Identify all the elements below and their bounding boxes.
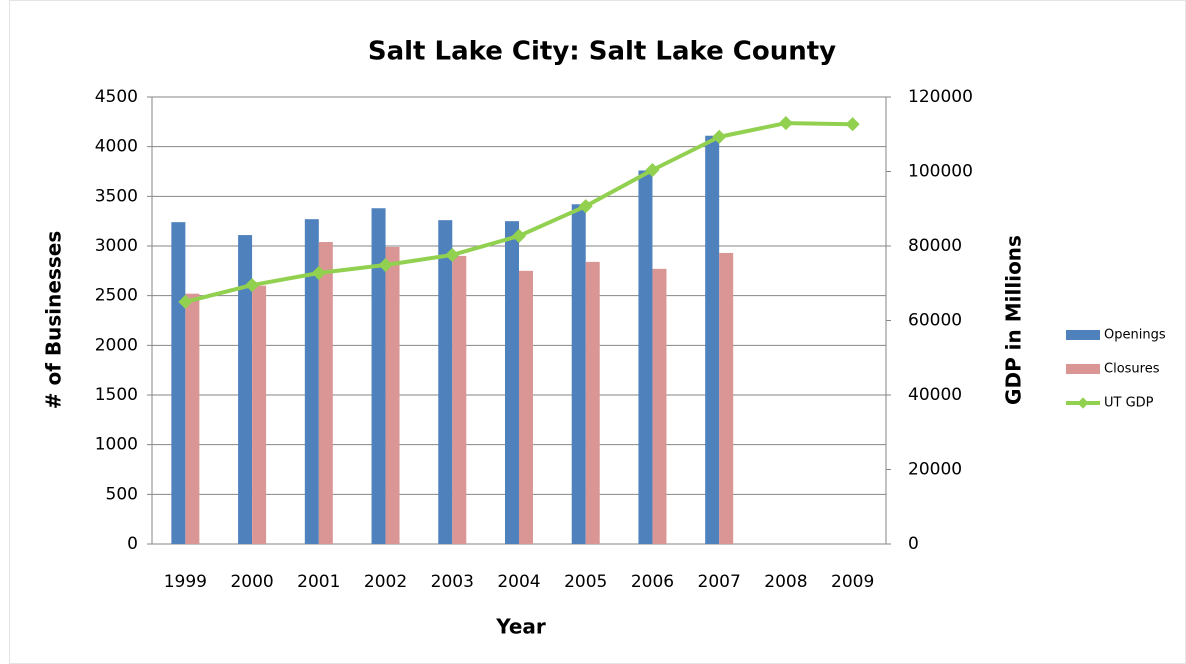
x-axis-label: Year	[495, 615, 546, 639]
bar	[438, 220, 453, 544]
y2-tick-label: 120000	[908, 87, 973, 107]
legend-label: Closures	[1104, 362, 1160, 377]
bar	[318, 242, 333, 544]
line-marker	[178, 294, 193, 309]
bar	[185, 293, 200, 544]
y-tick-label: 3000	[95, 236, 138, 256]
y2-tick-label: 40000	[908, 385, 962, 405]
y-tick-label: 1000	[95, 435, 138, 455]
x-tick-label: 2009	[831, 572, 874, 592]
line-marker	[311, 265, 326, 281]
line-marker	[378, 257, 393, 273]
y2-tick-label: 100000	[908, 162, 973, 182]
legend-swatch	[1066, 364, 1100, 374]
y-tick-label: 4000	[95, 137, 138, 157]
line-marker	[845, 117, 860, 132]
x-tick-label: 2001	[297, 572, 340, 592]
bar	[452, 255, 467, 544]
bar	[238, 235, 253, 544]
line-marker	[245, 278, 260, 293]
bar	[252, 285, 267, 544]
line-marker	[511, 228, 527, 244]
legend-swatch	[1066, 330, 1100, 340]
legend-label: UT GDP	[1104, 396, 1154, 411]
y2-tick-label: 60000	[908, 311, 962, 331]
bar	[585, 261, 600, 544]
bar	[171, 222, 186, 544]
line-marker	[778, 116, 793, 131]
bar	[385, 246, 400, 544]
y-tick-label: 2000	[95, 335, 138, 355]
y2-tick-label: 80000	[908, 236, 962, 256]
bar	[705, 135, 720, 545]
y-tick-label: 500	[106, 484, 138, 504]
x-tick-label: 2004	[497, 572, 540, 592]
x-tick-label: 2008	[764, 572, 807, 592]
y-tick-label: 2500	[95, 286, 138, 306]
y-tick-label: 1500	[95, 385, 138, 405]
line-marker	[578, 199, 593, 214]
x-tick-label: 2002	[364, 572, 407, 592]
x-tick-label: 1999	[164, 572, 207, 592]
bar	[652, 268, 667, 544]
line-marker	[712, 129, 727, 144]
legend-swatch	[1077, 397, 1089, 409]
bar	[505, 221, 519, 544]
x-tick-label: 2003	[431, 572, 474, 592]
bar	[371, 208, 386, 544]
y2-axis-label: GDP in Millions	[1002, 235, 1026, 405]
line-marker	[645, 162, 660, 178]
bar	[304, 219, 319, 544]
bar	[638, 170, 653, 545]
y-tick-label: 4500	[95, 87, 138, 107]
x-tick-label: 2005	[564, 572, 607, 592]
y2-tick-label: 20000	[908, 460, 962, 480]
bar	[571, 204, 586, 544]
line-marker	[445, 247, 460, 263]
y-axis-label: # of Businesses	[42, 231, 66, 409]
y-tick-label: 3500	[95, 186, 138, 206]
x-tick-label: 2007	[698, 572, 741, 592]
x-tick-label: 2000	[230, 572, 273, 592]
legend-label: Openings	[1104, 328, 1166, 343]
bar	[519, 270, 533, 544]
chart-title: Salt Lake City: Salt Lake County	[368, 37, 836, 67]
y2-tick-label: 0	[908, 534, 919, 554]
bar	[719, 252, 734, 544]
y-tick-label: 0	[127, 534, 138, 554]
x-tick-label: 2006	[631, 572, 674, 592]
